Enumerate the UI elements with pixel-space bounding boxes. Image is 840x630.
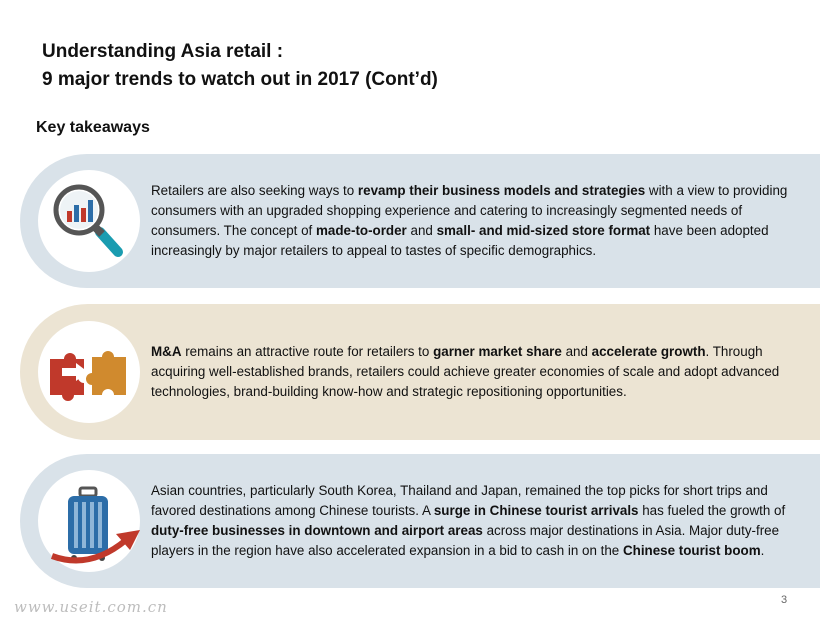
body-text: Retailers are also seeking ways to: [151, 183, 358, 198]
body-text: have been adopted increasingly by major …: [151, 223, 769, 258]
emphasis-text: garner market share: [433, 344, 562, 359]
body-text: .: [760, 543, 765, 558]
section-heading: Key takeaways: [36, 119, 150, 136]
body-text: remains an attractive route for retailer…: [181, 344, 434, 359]
emphasis-text: made-to-order: [316, 223, 407, 238]
body-text: with a view to providing consumers with …: [151, 183, 788, 238]
puzzle-pieces-icon: [50, 351, 126, 401]
takeaway-card-3: Asian countries, particularly South Kore…: [20, 454, 820, 588]
body-text: . Through acquiring well-established bra…: [151, 344, 780, 399]
takeaway-card-1: Retailers are also seeking ways to revam…: [20, 154, 820, 288]
takeaway-paragraph: Retailers are also seeking ways to revam…: [151, 181, 806, 261]
icon-circle: [38, 321, 140, 423]
takeaway-text: Retailers are also seeking ways to revam…: [151, 154, 806, 288]
emphasis-text: Chinese tourist boom: [622, 543, 761, 558]
emphasis-text: small- and mid-sized store format: [436, 223, 651, 238]
body-text: and: [561, 344, 592, 359]
icon-circle: [38, 470, 140, 572]
body-text: Asian countries, particularly South Kore…: [151, 483, 768, 518]
title-line-2: 9 major trends to watch out in 2017 (Con…: [42, 69, 438, 90]
takeaway-paragraph: M&A remains an attractive route for reta…: [151, 342, 806, 402]
takeaway-card-2: M&A remains an attractive route for reta…: [20, 304, 820, 440]
title-line-1: Understanding Asia retail :: [42, 41, 284, 62]
emphasis-text: duty-free businesses in downtown and air…: [151, 523, 483, 538]
icon-circle: [38, 170, 140, 272]
body-text: and: [406, 223, 437, 238]
page-title: Understanding Asia retail : 9 major tren…: [42, 38, 438, 94]
emphasis-text: M&A: [151, 344, 182, 359]
body-text: has fueled the growth of: [638, 503, 786, 518]
takeaway-paragraph: Asian countries, particularly South Kore…: [151, 481, 806, 561]
emphasis-text: revamp their business models and strateg…: [357, 183, 646, 198]
luggage-arrow-icon: [50, 486, 140, 564]
takeaway-text: M&A remains an attractive route for reta…: [151, 304, 806, 440]
watermark: www.useit.com.cn: [14, 598, 168, 616]
page-number: 3: [781, 594, 788, 606]
emphasis-text: surge in Chinese tourist arrivals: [433, 503, 639, 518]
magnifier-chart-icon: [53, 184, 123, 257]
takeaway-text: Asian countries, particularly South Kore…: [151, 454, 806, 588]
body-text: across major destinations in Asia. Major…: [151, 523, 780, 558]
emphasis-text: accelerate growth: [591, 344, 706, 359]
